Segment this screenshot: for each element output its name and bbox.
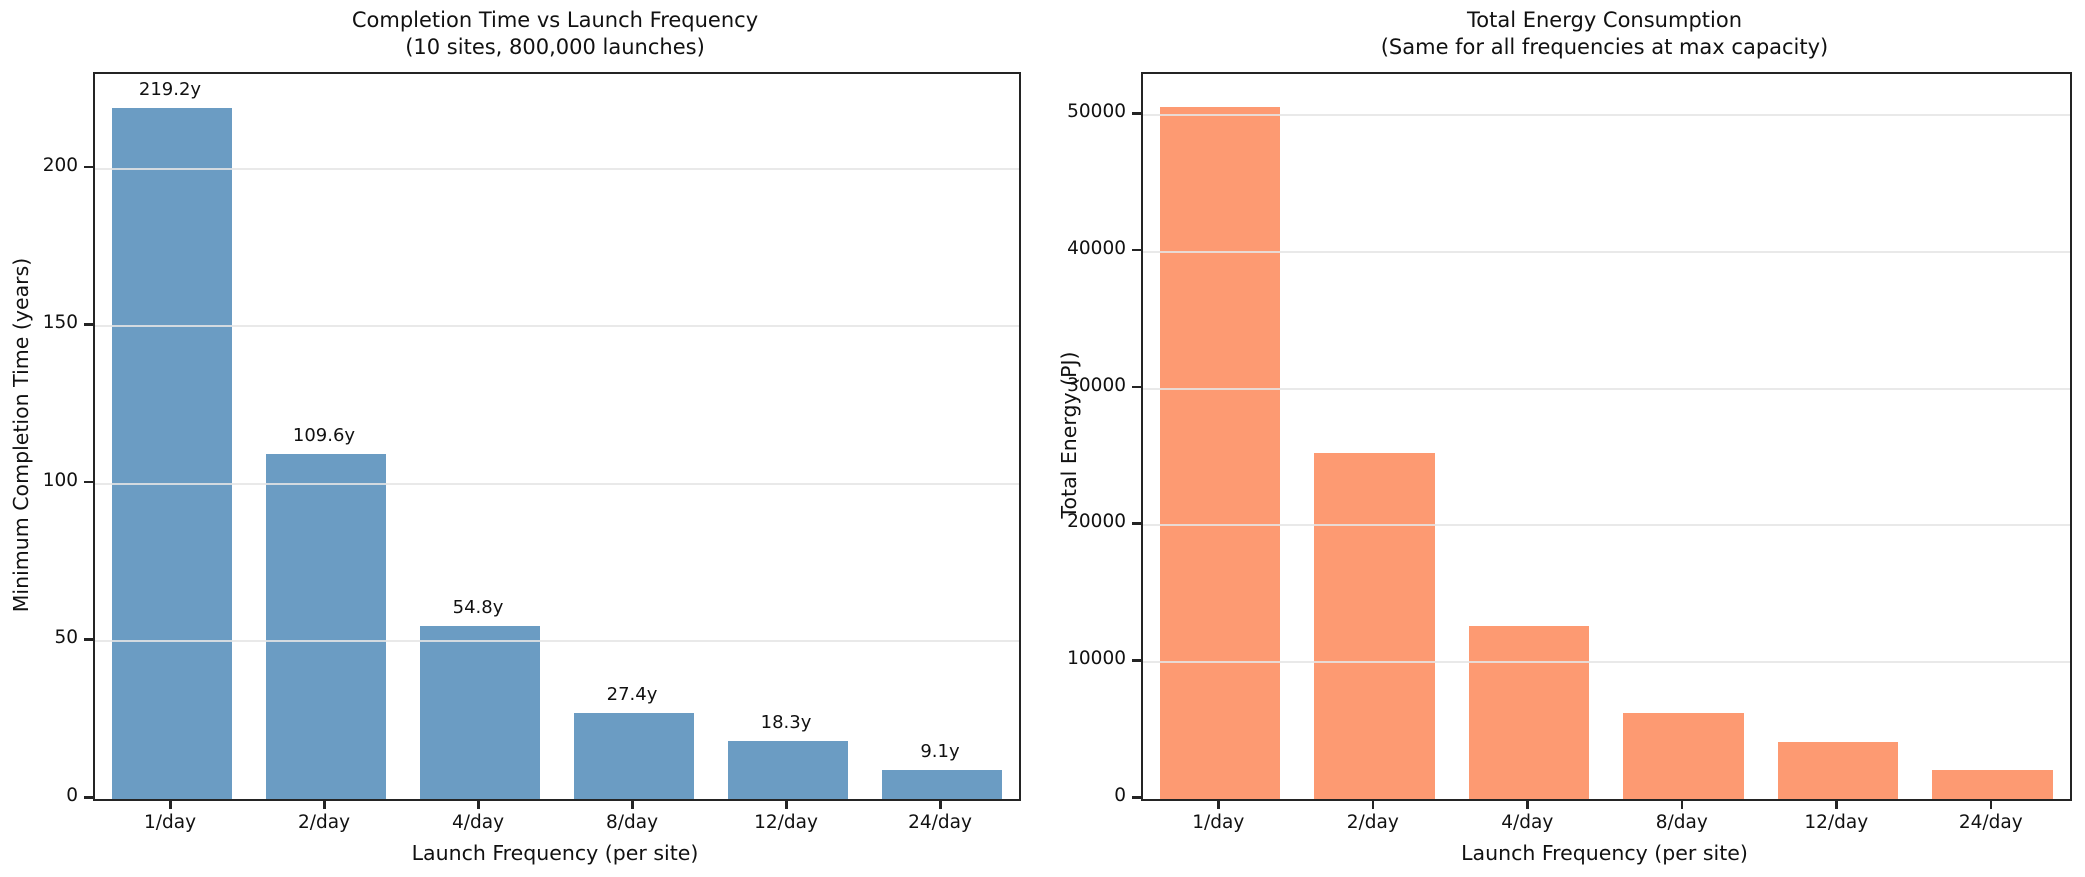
x-tick-label: 4/day xyxy=(451,812,505,833)
x-tick-mark xyxy=(939,799,942,809)
x-tick-mark xyxy=(169,799,172,809)
bar-2-per-day xyxy=(1314,452,1435,799)
x-tick-label: 12/day xyxy=(1804,812,1869,833)
y-axis-label: Minimum Completion Time (years) xyxy=(9,257,33,612)
y-tick-mark xyxy=(84,796,93,799)
gridline-y-100 xyxy=(95,482,1019,485)
x-tick-mark xyxy=(1680,799,1684,809)
x-tick-label: 8/day xyxy=(1655,812,1708,833)
y-tick-label: 150 xyxy=(42,312,78,334)
bar-2-per-day xyxy=(265,453,387,799)
y-tick-mark xyxy=(84,638,93,641)
x-tick-mark xyxy=(785,799,788,809)
y-tick-label: 0 xyxy=(1114,785,1126,806)
x-tick-label: 2/day xyxy=(1346,812,1399,833)
total-energy-plot-area xyxy=(1141,72,2072,801)
x-tick-label: 24/day xyxy=(1958,812,2023,833)
x-tick-label: 1/day xyxy=(143,812,197,833)
x-axis-label: Launch Frequency (per site) xyxy=(411,841,699,865)
x-tick-label: 12/day xyxy=(754,812,818,833)
bar-value-label: 109.6y xyxy=(292,424,356,446)
bar-value-label: 18.3y xyxy=(760,712,812,734)
gridline-y-20000 xyxy=(1143,524,2070,527)
bar-8-per-day xyxy=(573,712,695,799)
x-tick-label: 8/day xyxy=(605,812,659,833)
x-tick-mark xyxy=(1217,799,1220,809)
y-tick-label: 10000 xyxy=(1067,648,1126,670)
bar-1-per-day xyxy=(111,108,233,799)
chart-title-block: Total Energy Consumption (Same for all f… xyxy=(1141,7,2068,61)
completion-time-chart-panel: Completion Time vs Launch Frequency (10 … xyxy=(0,0,1042,877)
x-tick-label: 4/day xyxy=(1501,812,1554,833)
chart-title: Completion Time vs Launch Frequency xyxy=(351,8,759,32)
bar-12-per-day xyxy=(1777,741,1899,799)
y-tick-mark xyxy=(84,323,93,326)
y-tick-mark xyxy=(1132,385,1141,389)
gridline-y-200 xyxy=(95,167,1019,170)
y-tick-mark xyxy=(1132,659,1141,662)
bar-8-per-day xyxy=(1623,712,1744,799)
y-tick-label: 200 xyxy=(42,154,78,176)
bar-value-label: 27.4y xyxy=(606,683,658,705)
chart-title: Total Energy Consumption xyxy=(1467,8,1742,32)
x-tick-mark xyxy=(631,799,634,809)
x-tick-mark xyxy=(323,799,326,809)
gridline-y-30000 xyxy=(1143,387,2070,390)
chart-subtitle: (10 sites, 800,000 launches) xyxy=(405,34,705,59)
gridline-y-50000 xyxy=(1143,114,2070,117)
x-tick-label: 1/day xyxy=(1192,812,1245,833)
x-tick-mark xyxy=(1835,799,1838,809)
y-tick-label: 0 xyxy=(66,785,78,806)
x-tick-label: 2/day xyxy=(297,812,351,833)
y-tick-label: 50000 xyxy=(1067,101,1126,123)
x-tick-label: 24/day xyxy=(908,812,972,833)
bar-24-per-day xyxy=(1932,770,2053,799)
y-tick-mark xyxy=(1132,796,1141,799)
bar-1-per-day xyxy=(1159,106,1281,799)
gridline-y-10000 xyxy=(1143,661,2070,664)
bar-value-label: 219.2y xyxy=(138,79,202,101)
x-axis-label: Launch Frequency (per site) xyxy=(1461,841,1748,865)
bar-24-per-day xyxy=(881,770,1003,799)
y-tick-mark xyxy=(84,480,93,484)
bar-4-per-day xyxy=(419,626,541,799)
bar-value-label: 54.8y xyxy=(452,597,504,619)
y-tick-mark xyxy=(84,165,93,169)
bar-value-label: 9.1y xyxy=(920,741,960,763)
y-tick-label: 40000 xyxy=(1067,237,1126,259)
y-tick-label: 20000 xyxy=(1067,511,1126,533)
x-tick-mark xyxy=(477,799,480,809)
chart-subtitle: (Same for all frequencies at max capacit… xyxy=(1380,34,1829,59)
y-tick-label: 30000 xyxy=(1067,374,1126,396)
gridline-y-50 xyxy=(95,640,1019,643)
y-tick-label: 100 xyxy=(42,469,78,491)
bar-12-per-day xyxy=(727,741,849,799)
y-tick-mark xyxy=(1132,522,1141,525)
bar-4-per-day xyxy=(1468,625,1590,799)
y-tick-mark xyxy=(1132,248,1141,252)
gridline-y-150 xyxy=(95,325,1019,328)
x-tick-mark xyxy=(1371,799,1375,809)
y-tick-label: 50 xyxy=(54,627,78,649)
y-tick-mark xyxy=(1132,112,1141,115)
chart-title-block: Completion Time vs Launch Frequency (10 … xyxy=(93,7,1017,61)
total-energy-chart-panel: Total Energy Consumption (Same for all f… xyxy=(1043,0,2085,877)
gridline-y-40000 xyxy=(1143,250,2070,253)
x-tick-mark xyxy=(1989,799,1993,809)
completion-time-plot-area xyxy=(93,72,1021,801)
x-tick-mark xyxy=(1526,799,1529,809)
